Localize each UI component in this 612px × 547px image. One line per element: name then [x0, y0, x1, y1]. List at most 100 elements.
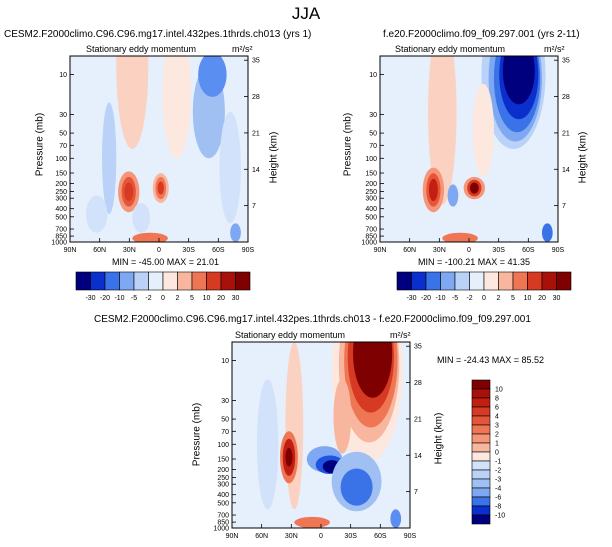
colorbar3-label: -4 [495, 486, 501, 493]
page-title: JJA [291, 4, 321, 23]
y-tick-label: 200 [217, 467, 229, 474]
colorbar2-box [396, 271, 412, 291]
panel3-contour-region [333, 379, 352, 454]
y-tick-label: 400 [217, 492, 229, 499]
colorbar1-box [235, 271, 251, 291]
y-tick-label: 700 [217, 513, 229, 520]
colorbar2-box [512, 271, 528, 291]
panel3-contour-region [285, 448, 293, 467]
y-tick-label: 10 [59, 72, 67, 79]
x-tick-label: 90S [242, 247, 255, 254]
colorbar3-box [471, 433, 491, 444]
panel1-minmax: MIN = -45.00 MAX = 21.01 [112, 257, 220, 267]
y-tick-label: 700 [55, 227, 67, 234]
y-tick-label: 70 [369, 143, 377, 150]
panel2-contour-region [428, 178, 438, 202]
y-tick-label: 10 [369, 72, 377, 79]
colorbar3-label: 6 [495, 405, 499, 412]
y-tick-label: 70 [221, 429, 229, 436]
x-tick-label: 30N [123, 247, 136, 254]
colorbar1-box [191, 271, 207, 291]
y-tick-label: 250 [217, 475, 229, 482]
y2-tick-label: 28 [562, 94, 570, 101]
colorbar1-box [133, 271, 149, 291]
colorbar1-label: -5 [131, 295, 137, 302]
y-tick-label: 50 [221, 417, 229, 424]
panel3-contour-region [353, 342, 393, 398]
panel2-contour-region [472, 83, 494, 177]
x-tick-label: 60S [522, 247, 535, 254]
y-tick-label: 100 [55, 156, 67, 163]
colorbar2-box [440, 271, 456, 291]
colorbar1-label: 10 [203, 295, 211, 302]
panel3-contour-region [294, 516, 330, 528]
y-tick-label: 250 [55, 189, 67, 196]
panel2-field [380, 56, 558, 242]
x-tick-label: 60N [93, 247, 106, 254]
colorbar1-label: 2 [176, 295, 180, 302]
colorbar2-label: -20 [421, 295, 431, 302]
x-tick-label: 90N [374, 247, 387, 254]
colorbar3-box [471, 505, 491, 516]
colorbar3-box [471, 406, 491, 417]
panel2-contour-region [541, 223, 553, 242]
colorbar1-box [148, 271, 164, 291]
y-tick-label: 700 [365, 227, 377, 234]
y-tick-label: 400 [365, 206, 377, 213]
colorbar2-label: -2 [466, 295, 472, 302]
y2-tick-label: 28 [252, 94, 260, 101]
colorbar1-box [75, 271, 91, 291]
x-tick-label: 90S [404, 533, 417, 540]
panel2-subtitle: Stationary eddy momentum [395, 44, 506, 54]
colorbar1-box [220, 271, 236, 291]
panel1-contour-region [132, 202, 151, 233]
colorbar2-label: -5 [452, 295, 458, 302]
panel1-field [70, 56, 248, 242]
panel2-contour-region [486, 186, 523, 224]
colorbar2-label: -30 [406, 295, 416, 302]
y-tick-label: 150 [217, 457, 229, 464]
colorbar3-label: -1 [495, 459, 501, 466]
colorbar1-label: -30 [85, 295, 95, 302]
colorbar1-label: 20 [217, 295, 225, 302]
colorbar1-label: -2 [145, 295, 151, 302]
colorbar1-label: 0 [161, 295, 165, 302]
colorbar2-label: -10 [435, 295, 445, 302]
panel1-contour-region [124, 182, 134, 202]
panel3-minmax: MIN = -24.43 MAX = 85.52 [437, 355, 545, 365]
colorbar3-label: 0 [495, 450, 499, 457]
y2-tick-label: 35 [414, 344, 422, 351]
colorbar1-box [206, 271, 222, 291]
y-tick-label: 30 [369, 112, 377, 119]
colorbar2-label: 20 [538, 295, 546, 302]
y-tick-label: 400 [55, 206, 67, 213]
y-tick-label: 250 [365, 189, 377, 196]
y2-tick-label: 7 [414, 489, 418, 496]
colorbar1-label: 5 [190, 295, 194, 302]
panel3-title: CESM2.F2000climo.C96.C96.mg17.intel.432p… [94, 314, 531, 325]
colorbar3-box [471, 424, 491, 435]
colorbar2-label: 5 [511, 295, 515, 302]
colorbar2-box [483, 271, 499, 291]
y2-tick-label: 21 [414, 416, 422, 423]
y-tick-label: 150 [55, 171, 67, 178]
panel1-subtitle: Stationary eddy momentum [86, 44, 197, 54]
colorbar1-label: -20 [100, 295, 110, 302]
x-tick-label: 60S [212, 247, 225, 254]
colorbar1-box [162, 271, 178, 291]
x-tick-label: 90N [64, 247, 77, 254]
colorbar3-label: -6 [495, 495, 501, 502]
y-tick-label: 50 [59, 131, 67, 138]
x-tick-label: 90S [552, 247, 565, 254]
y-tick-label: 500 [365, 214, 377, 221]
panel3-contour-region [390, 509, 402, 528]
y-tick-label: 1000 [361, 240, 377, 247]
y-tick-label: 70 [59, 143, 67, 150]
y-tick-label: 300 [365, 196, 377, 203]
panel1-contour-region [157, 181, 164, 195]
colorbar3-box [471, 514, 491, 525]
panel3-contour-region [285, 342, 304, 510]
colorbar3-label: -8 [495, 504, 501, 511]
colorbar3-box [471, 469, 491, 480]
panel2-contour-region [447, 184, 459, 207]
